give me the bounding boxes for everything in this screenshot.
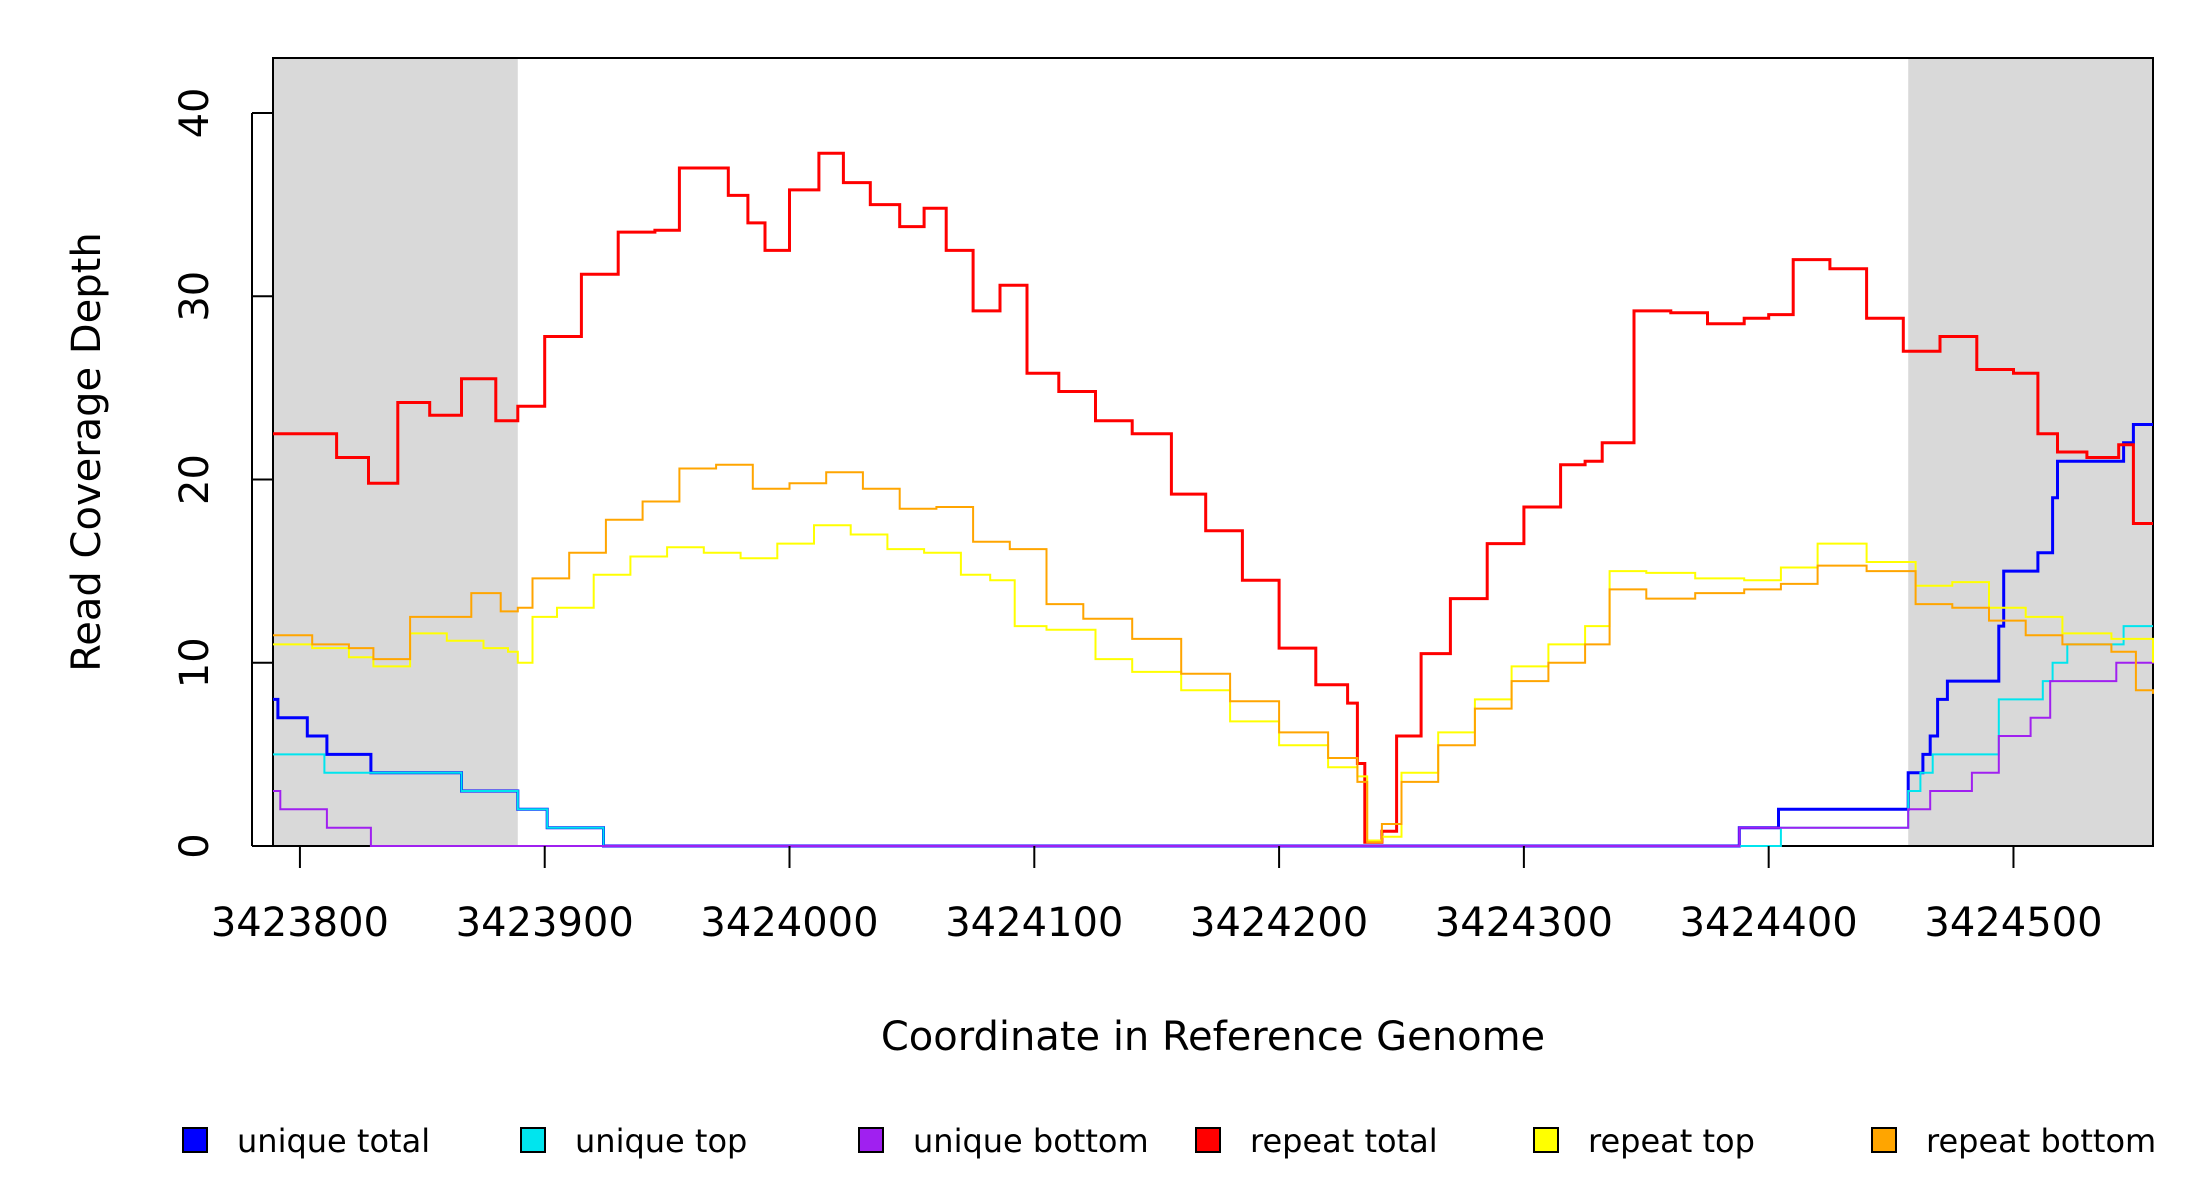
series-line-repeat-top — [273, 524, 2154, 842]
series-line-repeat-bottom — [273, 463, 2154, 844]
legend-label: unique bottom — [913, 1122, 1149, 1160]
x-tick-label: 3424400 — [1680, 900, 1858, 946]
series-line-unique-bottom — [273, 644, 2154, 847]
legend-item-unique-top: unique top — [520, 1122, 747, 1160]
shaded-region-2 — [1908, 58, 2153, 846]
x-axis: 3423800 3423900 3424000 3424100 3424200 34243… — [211, 846, 2103, 946]
legend-item-repeat-total: repeat total — [1195, 1122, 1438, 1160]
legend-label: repeat top — [1588, 1122, 1755, 1160]
x-tick-label: 3424000 — [700, 900, 878, 946]
legend-label: unique total — [237, 1122, 430, 1160]
legend-label: repeat total — [1250, 1122, 1438, 1160]
legend-swatch — [1533, 1127, 1559, 1153]
series-line-repeat-total — [273, 151, 2153, 844]
y-tick-label: 10 — [172, 637, 218, 688]
legend-label: repeat bottom — [1926, 1122, 2156, 1160]
shaded-region-1 — [273, 58, 518, 846]
legend-swatch — [1871, 1127, 1897, 1153]
legend-item-unique-bottom: unique bottom — [858, 1122, 1149, 1160]
x-axis-title: Coordinate in Reference Genome — [881, 1014, 1545, 1060]
x-tick-label: 3424500 — [1924, 900, 2102, 946]
legend-item-unique-total: unique total — [182, 1122, 430, 1160]
series-line-unique-top — [273, 625, 2153, 847]
legend-swatch — [520, 1127, 546, 1153]
y-axis: 0 10 20 30 40 — [172, 88, 273, 859]
legend: unique total unique top unique bottom repea… — [182, 1122, 2156, 1160]
x-tick-label: 3423800 — [211, 900, 389, 946]
x-tick-label: 3424300 — [1435, 900, 1613, 946]
legend-item-repeat-bottom: repeat bottom — [1871, 1122, 2156, 1160]
y-tick-label: 20 — [172, 454, 218, 505]
y-tick-label: 0 — [172, 833, 218, 858]
legend-swatch — [1195, 1127, 1221, 1153]
x-tick-label: 3424200 — [1190, 900, 1368, 946]
x-tick-label: 3423900 — [456, 900, 634, 946]
x-tick-label: 3424100 — [945, 900, 1123, 946]
shaded-regions — [273, 58, 2153, 846]
series-lines — [273, 151, 2154, 848]
y-tick-label: 40 — [172, 88, 218, 139]
legend-swatch — [182, 1127, 208, 1153]
legend-swatch — [858, 1127, 884, 1153]
plot-frame — [272, 57, 2154, 847]
y-tick-label: 30 — [172, 271, 218, 322]
legend-item-repeat-top: repeat top — [1533, 1122, 1755, 1160]
legend-label: unique top — [575, 1122, 747, 1160]
y-axis-title: Read Coverage Depth — [64, 232, 110, 671]
series-line-unique-total — [273, 423, 2153, 848]
